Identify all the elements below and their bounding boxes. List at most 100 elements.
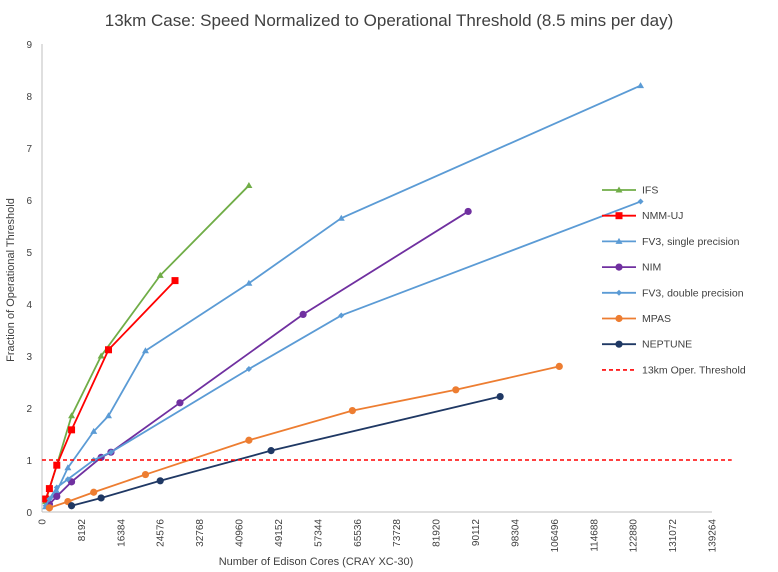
x-tick-label: 98304 <box>510 519 521 547</box>
legend-label: 13km Oper. Threshold <box>642 364 746 376</box>
data-point <box>105 412 113 419</box>
series-line <box>44 279 176 500</box>
data-point <box>97 352 105 359</box>
legend-marker <box>615 212 623 220</box>
series-line <box>71 395 501 507</box>
x-tick-label: 57344 <box>313 519 324 547</box>
x-axis-label: Number of Edison Cores (CRAY XC-30) <box>219 556 414 568</box>
x-tick-label: 65536 <box>353 519 364 547</box>
y-tick-label: 6 <box>26 196 32 207</box>
x-tick-label: 40960 <box>235 519 246 547</box>
x-tick-label: 106496 <box>550 519 561 553</box>
series-line <box>44 184 250 502</box>
legend-item: NEPTUNE <box>602 339 692 351</box>
x-tick-label: 0 <box>38 519 49 525</box>
y-tick-label: 7 <box>26 144 32 155</box>
legend-item: 13km Oper. Threshold <box>602 364 746 376</box>
x-tick-label: 90112 <box>471 519 482 547</box>
legend-label: NMM-UJ <box>642 210 683 222</box>
data-point <box>53 484 60 491</box>
data-point <box>637 198 644 205</box>
data-point <box>45 504 53 512</box>
data-point <box>452 386 460 394</box>
legend-item: NIM <box>602 262 661 274</box>
axes <box>41 44 712 513</box>
data-point <box>68 412 76 419</box>
x-tick-label: 73728 <box>392 519 403 547</box>
data-point <box>46 496 53 502</box>
x-tick-label: 16384 <box>116 519 127 547</box>
data-point <box>105 346 113 354</box>
y-tick-label: 4 <box>26 300 32 311</box>
series-line <box>49 365 560 509</box>
y-tick-label: 9 <box>26 40 32 51</box>
x-tick-label: 122880 <box>629 519 640 553</box>
y-tick-label: 0 <box>26 508 32 519</box>
series-layer <box>42 82 732 512</box>
data-point <box>171 277 179 285</box>
x-tick-label: 49152 <box>274 519 285 547</box>
x-tick-label: 8192 <box>77 519 88 542</box>
legend-marker <box>615 314 623 323</box>
data-point <box>464 207 472 216</box>
data-point <box>496 392 504 401</box>
data-point <box>555 362 563 370</box>
x-tick-label: 139264 <box>708 519 719 553</box>
data-point <box>64 476 71 483</box>
data-point <box>68 426 76 434</box>
series-fv3-double-precision <box>42 198 644 509</box>
y-axis-label: Fraction of Operational Threshold <box>5 198 17 362</box>
legend-label: NIM <box>642 262 661 274</box>
data-point <box>107 449 114 456</box>
data-point <box>176 399 184 407</box>
x-tick-label: 81920 <box>432 519 443 547</box>
y-tick-label: 3 <box>26 352 32 363</box>
legend-item: IFS <box>602 185 658 197</box>
data-point <box>637 82 645 89</box>
y-tick-label: 1 <box>26 456 32 467</box>
legend-marker <box>615 237 623 244</box>
data-point <box>338 312 345 319</box>
series-fv3-single-precision <box>42 82 645 510</box>
data-point <box>245 366 252 372</box>
legend-item: MPAS <box>602 313 671 325</box>
data-point <box>64 464 72 471</box>
legend-marker <box>615 340 623 348</box>
legend-label: MPAS <box>642 313 671 325</box>
data-point <box>42 495 50 503</box>
legend-marker <box>615 263 623 271</box>
legend: IFS NMM-UJ FV3, single precision NIM FV3, do… <box>602 185 746 376</box>
data-point <box>45 485 53 493</box>
data-point <box>348 407 356 415</box>
data-point <box>267 447 275 455</box>
chart-title: 13km Case: Speed Normalized to Operation… <box>105 11 674 30</box>
data-point <box>245 279 253 286</box>
x-tick-label: 32768 <box>195 519 206 547</box>
data-point <box>67 502 76 510</box>
legend-marker <box>615 186 623 193</box>
data-point <box>337 214 345 221</box>
y-tick-label: 2 <box>26 404 32 415</box>
series-ifs <box>42 181 253 505</box>
data-point <box>141 347 149 354</box>
legend-label: FV3, double precision <box>642 287 744 299</box>
legend-item: FV3, double precision <box>602 287 744 299</box>
legend-label: NEPTUNE <box>642 339 692 351</box>
y-tick-labels: 0 1 2 3 4 5 6 7 8 9 <box>26 40 32 519</box>
series-line <box>44 84 641 508</box>
legend-label: FV3, single precision <box>642 236 740 248</box>
data-point <box>90 488 98 496</box>
data-point <box>299 310 307 318</box>
data-point <box>53 461 61 469</box>
y-tick-label: 5 <box>26 248 32 259</box>
x-tick-labels: 0 8192 16384 24576 32768 40960 49152 57344 65536… <box>38 519 719 553</box>
x-tick-label: 24576 <box>156 519 167 547</box>
data-point <box>245 181 253 188</box>
x-tick-label: 131072 <box>668 519 679 553</box>
x-tick-label: 114688 <box>589 519 600 552</box>
data-point <box>90 427 98 434</box>
series-neptune <box>67 392 504 510</box>
legend-item: NMM-UJ <box>602 210 683 222</box>
data-point <box>245 436 253 444</box>
